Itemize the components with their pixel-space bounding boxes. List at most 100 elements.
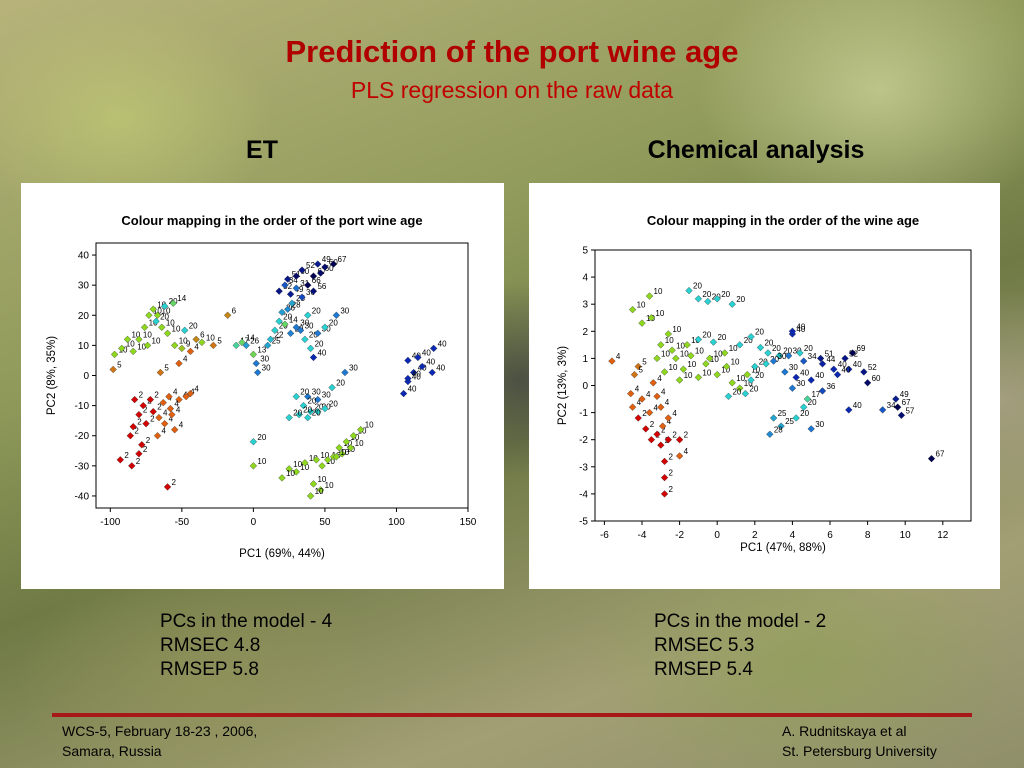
chem-chart-title: Colour mapping in the order of the wine … [647, 213, 919, 228]
chem-data-point [668, 346, 676, 354]
et-point-label: 20 [283, 312, 292, 321]
et-x-tick-label: 0 [251, 517, 257, 528]
chem-point-label: 36 [826, 382, 835, 391]
et-y-tick-label: -10 [75, 401, 90, 412]
et-y-tick-label: 30 [78, 281, 90, 292]
chem-y-tick-label: 3 [582, 300, 588, 311]
chem-data-point [645, 292, 654, 300]
et-point-label: 66 [312, 276, 321, 285]
et-x-tick-label: 150 [460, 517, 477, 528]
chem-x-tick-label: 0 [714, 530, 720, 541]
chem-x-tick-label: 12 [937, 530, 949, 541]
et-point-label: 20 [336, 379, 345, 388]
et-point-label: 10 [309, 454, 318, 463]
et-data-point [253, 368, 262, 377]
chem-point-label: 30 [778, 352, 787, 361]
chem-data-point [645, 408, 654, 417]
et-y-tick-label: 20 [78, 311, 90, 322]
et-point-label: 10 [157, 300, 166, 309]
et-data-point [306, 492, 315, 500]
et-point-label: 2 [139, 391, 144, 400]
et-point-label: 4 [173, 388, 178, 397]
chem-point-label: 34 [808, 352, 817, 361]
et-point-label: 20 [303, 406, 312, 415]
chem-data-point [628, 305, 637, 314]
chem-x-tick-label: -4 [638, 530, 647, 541]
chem-data-point [792, 414, 800, 422]
et-data-point [292, 284, 300, 292]
chem-data-point [713, 295, 721, 303]
chart-panel-et: Colour mapping in the order of the port … [21, 183, 504, 589]
et-data-point [186, 389, 195, 398]
chem-point-label: 40 [853, 360, 862, 369]
chem-x-axis-label: PC1 (47%, 88%) [740, 542, 826, 554]
chem-data-point [685, 286, 693, 295]
et-data-point [146, 395, 155, 404]
et-data-point [139, 401, 147, 410]
et-data-point [314, 395, 322, 404]
chem-point-label: 4 [672, 409, 677, 418]
et-point-label: 2 [137, 418, 142, 427]
et-data-point [181, 326, 189, 335]
et-data-point [318, 462, 326, 470]
chem-y-tick-label: 5 [582, 246, 588, 257]
et-point-label: 5 [217, 336, 222, 345]
chem-point-label: 10 [687, 360, 696, 369]
chem-point-label: 10 [676, 341, 685, 350]
et-x-tick-label: -100 [100, 517, 120, 528]
et-point-label: 4 [163, 409, 168, 418]
et-point-label: 60 [325, 264, 334, 273]
et-point-label: 40 [317, 348, 326, 357]
chem-data-point [653, 392, 661, 401]
chem-data-point [833, 370, 842, 379]
chem-data-point [728, 379, 736, 387]
chem-point-label: 10 [654, 287, 663, 296]
et-data-point [159, 398, 167, 407]
chem-data-point [878, 406, 887, 414]
chem-data-point [863, 379, 872, 387]
et-data-point [301, 459, 309, 467]
chem-point-label: 2 [669, 485, 674, 494]
chem-data-point [751, 362, 759, 371]
et-data-point [153, 311, 162, 319]
chem-data-point [775, 352, 783, 360]
et-y-tick-label: -30 [75, 461, 90, 472]
et-data-point [140, 323, 149, 332]
chem-plot-frame [594, 249, 972, 522]
et-data-point [271, 326, 279, 335]
et-point-label: 20 [312, 306, 321, 315]
chem-data-point [818, 360, 827, 368]
et-y-tick-label: 10 [78, 341, 90, 352]
et-point-label: 30 [305, 321, 314, 330]
chem-data-point [736, 341, 744, 349]
chem-data-point [799, 403, 808, 411]
et-data-point [135, 410, 143, 419]
et-point-label: 10 [317, 475, 326, 484]
chem-data-point [658, 422, 667, 430]
et-point-label: 2 [143, 445, 148, 454]
et-y-axis-label: PC2 (8%, 35%) [46, 336, 58, 415]
et-point-label: 40 [412, 373, 421, 382]
chem-data-point [647, 436, 656, 444]
et-point-label: 40 [426, 357, 435, 366]
et-data-point [149, 305, 157, 313]
et-point-label: 4 [190, 388, 195, 397]
et-point-label: 20 [309, 330, 318, 339]
et-data-point [309, 272, 318, 280]
chem-point-label: 2 [642, 409, 647, 418]
et-point-label: 20 [160, 312, 169, 321]
et-data-point [128, 462, 136, 470]
et-data-point [335, 444, 343, 452]
et-point-label: 40 [438, 339, 447, 348]
chem-point-label: 30 [815, 420, 824, 429]
et-data-point [304, 281, 312, 289]
chem-point-label: 20 [744, 336, 753, 345]
chem-point-label: 10 [731, 358, 740, 367]
chem-point-label: 4 [635, 385, 640, 394]
et-point-label: 10 [143, 330, 152, 339]
et-point-label: 9 [186, 339, 191, 348]
chem-data-point [704, 297, 712, 306]
et-data-point [232, 341, 240, 350]
chem-y-tick-label: -5 [579, 517, 588, 528]
chem-point-label: 4 [661, 387, 666, 396]
